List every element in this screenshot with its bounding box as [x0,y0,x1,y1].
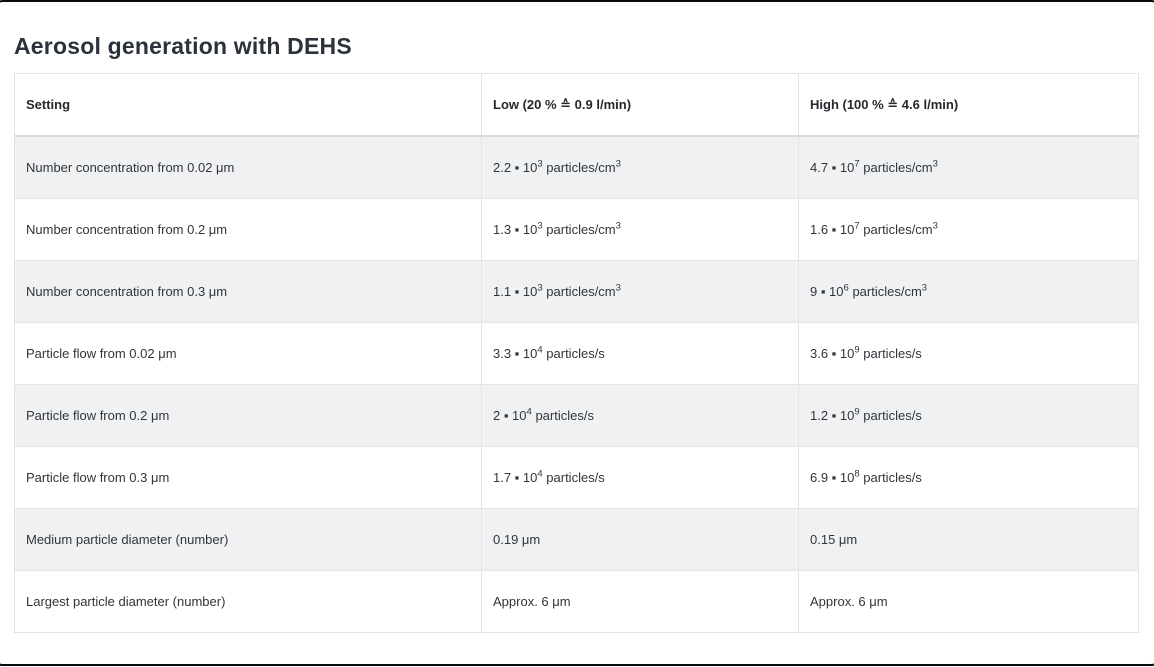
table-row: Number concentration from 0.2 μm 1.3 ▪ 10… [14,198,1139,261]
header-row: Setting Low (20 % ≙ 0.9 l/min) High (100… [14,73,1139,137]
low-value-cell: 2 ▪ 104 particles/s [481,384,799,447]
table-row: Particle flow from 0.3 μm 1.7 ▪ 104 parti… [14,446,1139,509]
page-title: Aerosol generation with DEHS [14,33,352,59]
table-row: Number concentration from 0.02 μm 2.2 ▪ 1… [14,135,1139,199]
low-value-cell: 1.7 ▪ 104 particles/s [481,446,799,509]
high-value-cell: 0.15 μm [798,508,1139,571]
setting-cell: Medium particle diameter (number) [14,508,482,571]
col-header-high: High (100 % ≙ 4.6 l/min) [798,73,1139,137]
setting-cell: Number concentration from 0.2 μm [14,198,482,261]
high-value-cell: 3.6 ▪ 109 particles/s [798,322,1139,385]
table-row: Particle flow from 0.2 μm 2 ▪ 104 particl… [14,384,1139,447]
high-value-cell: Approx. 6 μm [798,570,1139,633]
table-body: Number concentration from 0.02 μm 2.2 ▪ 1… [14,135,1139,633]
table-row: Largest particle diameter (number) Approx… [14,570,1139,633]
low-value-cell: 2.2 ▪ 103 particles/cm3 [481,135,799,199]
setting-cell: Particle flow from 0.2 μm [14,384,482,447]
aerosol-spec-table: Setting Low (20 % ≙ 0.9 l/min) High (100… [14,73,1139,633]
low-value-cell: Approx. 6 μm [481,570,799,633]
table-row: Number concentration from 0.3 μm 1.1 ▪ 10… [14,260,1139,323]
setting-cell: Largest particle diameter (number) [14,570,482,633]
col-header-setting: Setting [14,73,482,137]
high-value-cell: 6.9 ▪ 108 particles/s [798,446,1139,509]
setting-cell: Number concentration from 0.02 μm [14,135,482,199]
content-area: Aerosol generation with DEHS Setting Low… [14,33,1139,633]
low-value-cell: 1.1 ▪ 103 particles/cm3 [481,260,799,323]
high-value-cell: 4.7 ▪ 107 particles/cm3 [798,135,1139,199]
high-value-cell: 9 ▪ 106 particles/cm3 [798,260,1139,323]
low-value-cell: 1.3 ▪ 103 particles/cm3 [481,198,799,261]
col-header-low: Low (20 % ≙ 0.9 l/min) [481,73,799,137]
high-value-cell: 1.2 ▪ 109 particles/s [798,384,1139,447]
setting-cell: Particle flow from 0.3 μm [14,446,482,509]
table-row: Particle flow from 0.02 μm 3.3 ▪ 104 part… [14,322,1139,385]
low-value-cell: 0.19 μm [481,508,799,571]
high-value-cell: 1.6 ▪ 107 particles/cm3 [798,198,1139,261]
table-row: Medium particle diameter (number) 0.19 μm… [14,508,1139,571]
setting-cell: Number concentration from 0.3 μm [14,260,482,323]
low-value-cell: 3.3 ▪ 104 particles/s [481,322,799,385]
setting-cell: Particle flow from 0.02 μm [14,322,482,385]
